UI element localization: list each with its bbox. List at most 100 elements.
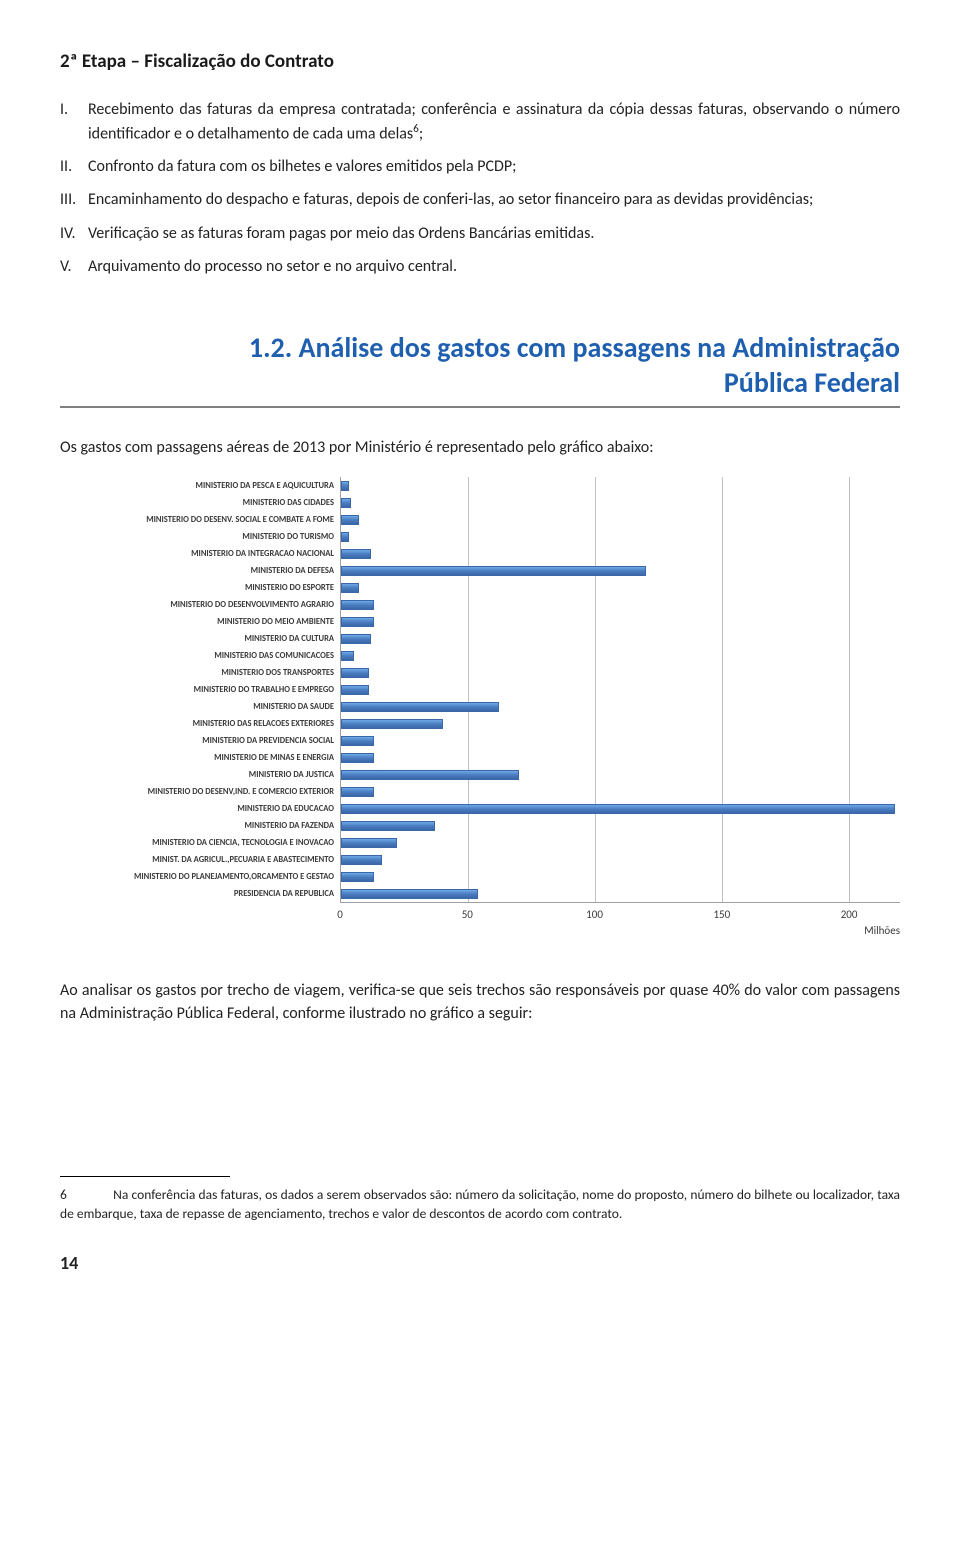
chart-bar-row [341, 613, 900, 630]
chart-bar [341, 566, 646, 576]
footnote: 6 Na conferência das faturas, os dados a… [60, 1185, 900, 1224]
chart-y-label: MINISTERIO DA EDUCACAO [60, 800, 340, 817]
chart-x-tick: 150 [713, 907, 730, 923]
chart-bar-row [341, 664, 900, 681]
chart-lead: Os gastos com passagens aéreas de 2013 p… [60, 436, 900, 459]
chart-bar-row [341, 817, 900, 834]
chart-y-label: MINISTERIO DA SAUDE [60, 698, 340, 715]
chart-bar-row [341, 783, 900, 800]
chart-y-label: MINISTERIO DA CULTURA [60, 630, 340, 647]
chart-bar-row [341, 715, 900, 732]
chart-bar-row [341, 630, 900, 647]
roman-numeral: V. [60, 255, 72, 278]
chart-bar-row [341, 579, 900, 596]
chart-bar [341, 515, 359, 525]
roman-list-item: III.Encaminhamento do despacho e faturas… [88, 188, 900, 211]
after-chart-paragraph: Ao analisar os gastos por trecho de viag… [60, 979, 900, 1025]
chart-plot-area [340, 477, 900, 903]
chart-bar-row [341, 511, 900, 528]
section-title: 1.2. Análise dos gastos com passagens na… [60, 330, 900, 400]
chart-bar-row [341, 596, 900, 613]
chart-bar [341, 481, 349, 491]
chart-y-labels: MINISTERIO DA PESCA E AQUICULTURAMINISTE… [60, 477, 340, 903]
chart-bar-row [341, 681, 900, 698]
chart-bar [341, 549, 371, 559]
chart-y-label: MINISTERIO DAS RELACOES EXTERIORES [60, 715, 340, 732]
chart-y-label: MINISTERIO DO DESENV,IND. E COMERCIO EXT… [60, 783, 340, 800]
chart-bar [341, 634, 371, 644]
section-rule [60, 406, 900, 408]
chart-y-label: MINISTERIO DA CIENCIA, TECNOLOGIA E INOV… [60, 834, 340, 851]
chart-bar-row [341, 494, 900, 511]
roman-list-item: IV.Verificação se as faturas foram pagas… [88, 222, 900, 245]
roman-numeral: III. [60, 188, 76, 211]
chart-bar [341, 702, 499, 712]
chart-y-label: MINISTERIO DO PLANEJAMENTO,ORCAMENTO E G… [60, 868, 340, 885]
roman-item-text: Arquivamento do processo no setor e no a… [88, 257, 457, 276]
chart-y-label: MINISTERIO DO DESENV. SOCIAL E COMBATE A… [60, 511, 340, 528]
chart-bar-row [341, 834, 900, 851]
chart-y-label: MINISTERIO DA PREVIDENCIA SOCIAL [60, 732, 340, 749]
chart-bar [341, 753, 374, 763]
chart-bar-row [341, 528, 900, 545]
roman-list-item: I.Recebimento das faturas da empresa con… [88, 98, 900, 146]
chart-y-label: MINIST. DA AGRICUL.,PECUARIA E ABASTECIM… [60, 851, 340, 868]
spend-by-ministry-chart: MINISTERIO DA PESCA E AQUICULTURAMINISTE… [60, 477, 900, 943]
chart-bar-row [341, 732, 900, 749]
chart-bar [341, 532, 349, 542]
stage-title: 2ª Etapa – Fiscalização do Contrato [60, 48, 900, 76]
chart-bar [341, 617, 374, 627]
chart-y-label: MINISTERIO DAS COMUNICACOES [60, 647, 340, 664]
roman-list-item: V.Arquivamento do processo no setor e no… [88, 255, 900, 278]
chart-y-label: MINISTERIO DA PESCA E AQUICULTURA [60, 477, 340, 494]
chart-bar [341, 838, 397, 848]
roman-item-text: Recebimento das faturas da empresa contr… [88, 100, 900, 144]
chart-y-label: MINISTERIO DA DEFESA [60, 562, 340, 579]
chart-bars [341, 477, 900, 902]
chart-bar [341, 787, 374, 797]
chart-y-label: MINISTERIO DA JUSTICA [60, 766, 340, 783]
footnote-text: Na conferência das faturas, os dados a s… [60, 1186, 900, 1223]
chart-bar [341, 600, 374, 610]
chart-y-label: PRESIDENCIA DA REPUBLICA [60, 885, 340, 902]
roman-list: I. Recebimento das faturas da empresa con… [60, 98, 900, 278]
chart-bar [341, 651, 354, 661]
chart-bar-row [341, 698, 900, 715]
chart-bar [341, 668, 369, 678]
chart-bar [341, 889, 478, 899]
chart-bar-row [341, 800, 900, 817]
section-title-line2: Pública Federal [724, 365, 900, 400]
chart-bar [341, 821, 435, 831]
chart-y-label: MINISTERIO DO TURISMO [60, 528, 340, 545]
roman-numeral: IV. [60, 222, 76, 245]
chart-bar-row [341, 851, 900, 868]
section-title-line1: 1.2. Análise dos gastos com passagens na… [249, 330, 900, 365]
chart-y-label: MINISTERIO DA INTEGRACAO NACIONAL [60, 545, 340, 562]
chart-x-tick: 50 [462, 907, 473, 923]
roman-list-item: II.Confronto da fatura com os bilhetes e… [88, 155, 900, 178]
chart-y-label: MINISTERIO DAS CIDADES [60, 494, 340, 511]
chart-bar [341, 685, 369, 695]
chart-y-label: MINISTERIO DA FAZENDA [60, 817, 340, 834]
chart-bar [341, 804, 895, 814]
chart-bar-row [341, 868, 900, 885]
chart-bar [341, 770, 519, 780]
chart-x-tick: 200 [841, 907, 858, 923]
chart-bar-row [341, 647, 900, 664]
roman-item-text: Confronto da fatura com os bilhetes e va… [88, 157, 516, 176]
chart-bar-row [341, 545, 900, 562]
chart-x-tick: 0 [337, 907, 343, 923]
roman-numeral: I. [60, 98, 68, 121]
chart-y-label: MINISTERIO DO TRABALHO E EMPREGO [60, 681, 340, 698]
chart-bar [341, 719, 443, 729]
chart-y-label: MINISTERIO DOS TRANSPORTES [60, 664, 340, 681]
roman-item-text: Encaminhamento do despacho e faturas, de… [88, 190, 813, 209]
chart-y-label: MINISTERIO DE MINAS E ENERGIA [60, 749, 340, 766]
chart-y-label: MINISTERIO DO ESPORTE [60, 579, 340, 596]
chart-bar [341, 736, 374, 746]
chart-x-unit: Milhões [864, 923, 900, 939]
roman-numeral: II. [60, 155, 72, 178]
chart-bar-row [341, 766, 900, 783]
footnote-rule [60, 1176, 230, 1177]
chart-bar [341, 872, 374, 882]
